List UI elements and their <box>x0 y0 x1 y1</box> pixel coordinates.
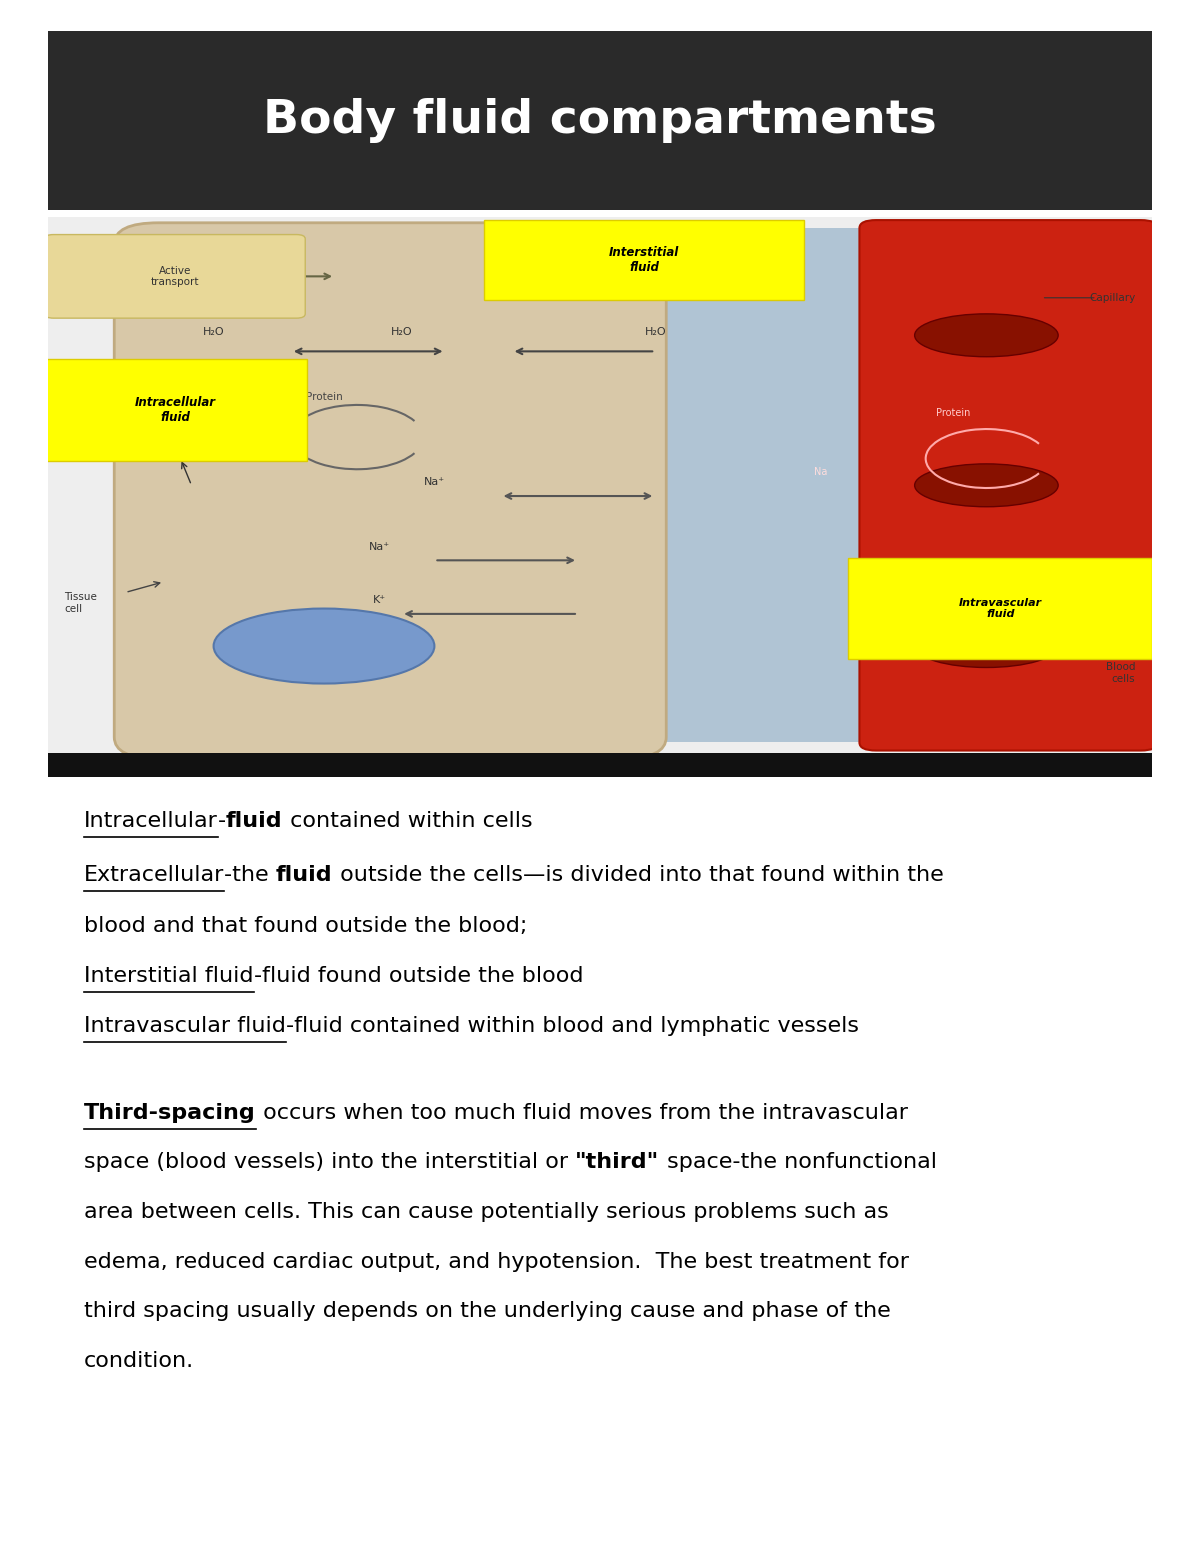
Text: space-the nonfunctional: space-the nonfunctional <box>660 1152 936 1173</box>
Text: -fluid contained within blood and lymphatic vessels: -fluid contained within blood and lympha… <box>286 1016 859 1036</box>
Text: fluid: fluid <box>226 811 283 831</box>
Text: Intracellular: Intracellular <box>84 811 218 831</box>
FancyBboxPatch shape <box>48 31 1152 210</box>
FancyBboxPatch shape <box>848 558 1152 660</box>
Text: Na: Na <box>814 466 828 477</box>
Text: Interstitial fluid: Interstitial fluid <box>84 966 253 986</box>
Text: edema, reduced cardiac output, and hypotension.  The best treatment for: edema, reduced cardiac output, and hypot… <box>84 1252 910 1272</box>
Ellipse shape <box>214 609 434 683</box>
Text: H₂O: H₂O <box>390 328 412 337</box>
Text: occurs when too much fluid moves from the intravascular: occurs when too much fluid moves from th… <box>256 1103 907 1123</box>
Ellipse shape <box>914 464 1058 506</box>
Text: condition.: condition. <box>84 1351 194 1371</box>
Text: -fluid found outside the blood: -fluid found outside the blood <box>253 966 583 986</box>
Text: Extracellular: Extracellular <box>84 865 224 885</box>
Text: Na⁺: Na⁺ <box>424 477 445 488</box>
Text: Protein: Protein <box>936 407 971 418</box>
Text: contained within cells: contained within cells <box>283 811 533 831</box>
Ellipse shape <box>914 624 1058 668</box>
FancyBboxPatch shape <box>484 221 804 300</box>
Text: Body fluid compartments: Body fluid compartments <box>263 98 937 143</box>
Text: outside the cells—is divided into that found within the: outside the cells—is divided into that f… <box>332 865 943 885</box>
Text: Interstitial
fluid: Interstitial fluid <box>610 247 679 275</box>
Text: -the: -the <box>224 865 276 885</box>
FancyBboxPatch shape <box>42 359 307 461</box>
FancyBboxPatch shape <box>114 222 666 758</box>
Text: Tissue
cell: Tissue cell <box>65 592 97 613</box>
FancyBboxPatch shape <box>48 217 1152 753</box>
Text: Third-spacing: Third-spacing <box>84 1103 256 1123</box>
Text: area between cells. This can cause potentially serious problems such as: area between cells. This can cause poten… <box>84 1202 889 1222</box>
FancyBboxPatch shape <box>468 228 910 742</box>
FancyBboxPatch shape <box>44 235 305 318</box>
Text: third spacing usually depends on the underlying cause and phase of the: third spacing usually depends on the und… <box>84 1301 890 1322</box>
Bar <box>48 752 1152 776</box>
FancyBboxPatch shape <box>859 221 1158 750</box>
Text: -: - <box>218 811 226 831</box>
Text: fluid: fluid <box>276 865 332 885</box>
Text: Intravascular fluid: Intravascular fluid <box>84 1016 286 1036</box>
Text: H₂O: H₂O <box>644 328 666 337</box>
Text: H₂O: H₂O <box>203 328 224 337</box>
Text: Protein: Protein <box>306 391 342 402</box>
Text: K⁺: K⁺ <box>373 595 385 606</box>
Text: "third": "third" <box>575 1152 660 1173</box>
Text: space (blood vessels) into the interstitial or: space (blood vessels) into the interstit… <box>84 1152 575 1173</box>
Text: Na⁺: Na⁺ <box>368 542 390 551</box>
Ellipse shape <box>914 314 1058 357</box>
Text: blood and that found outside the blood;: blood and that found outside the blood; <box>84 916 527 936</box>
Text: Blood
cells: Blood cells <box>1106 662 1135 683</box>
Text: Active
transport: Active transport <box>151 266 199 287</box>
Text: Intracellular
fluid: Intracellular fluid <box>134 396 216 424</box>
Text: Intravascular
fluid: Intravascular fluid <box>959 598 1042 620</box>
Text: Capillary: Capillary <box>1090 294 1135 303</box>
